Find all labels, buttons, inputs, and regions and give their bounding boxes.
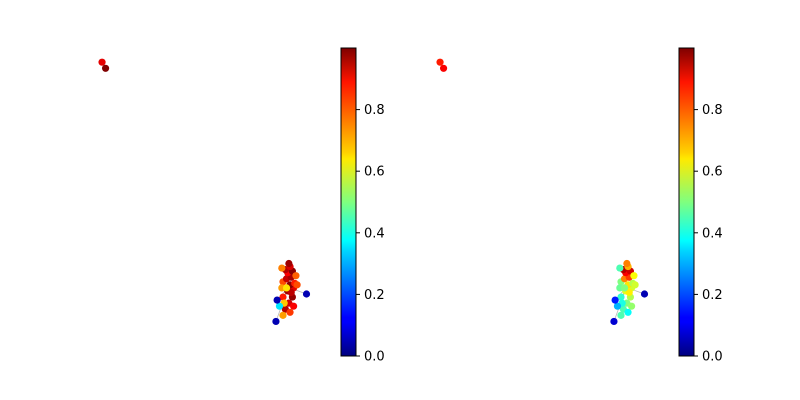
right-scatter-point — [640, 290, 649, 298]
right-scatter-point — [624, 308, 632, 316]
right-scatter-point — [627, 302, 636, 310]
left-colorbar-tick-label: 0.4 — [364, 226, 385, 241]
left-colorbar-tick-label: 0.6 — [364, 165, 385, 180]
left-scatter-point — [289, 302, 298, 310]
left-scatter-point — [273, 296, 281, 304]
left-scatter-point — [285, 259, 293, 268]
left-colorbar-tick-label: 0.2 — [364, 288, 385, 303]
left-scatter-point — [302, 290, 311, 298]
right-colorbar-gradient — [679, 48, 694, 356]
right-colorbar-tick-label: 0.2 — [702, 288, 723, 303]
right-plot-area — [436, 58, 649, 326]
left-scatter-point — [279, 311, 287, 319]
left-colorbar-gradient — [341, 48, 356, 356]
left-scatter-point — [287, 288, 295, 297]
right-scatter-point — [625, 288, 633, 297]
right-scatter-point — [630, 272, 638, 280]
right-scatter-point — [616, 264, 624, 272]
left-scatter-point — [98, 58, 106, 66]
left-scatter-point — [278, 264, 286, 272]
right-scatter-point — [613, 302, 622, 310]
left-colorbar-frame — [340, 47, 357, 357]
left-panel: 0.0 0.2 0.4 0.6 0.8 — [98, 47, 385, 365]
left-scatter-point — [282, 284, 291, 292]
right-scatter-point — [436, 58, 444, 66]
left-scatter-point — [286, 308, 294, 316]
left-scatter-point — [293, 281, 301, 289]
right-scatter-point — [611, 296, 619, 304]
left-colorbar-tick-label: 0.8 — [364, 103, 385, 118]
left-colorbar: 0.0 0.2 0.4 0.6 0.8 — [340, 47, 385, 365]
right-colorbar-tick-label: 0.8 — [702, 103, 723, 118]
right-scatter-point — [617, 311, 625, 319]
right-colorbar-tick-label: 0.6 — [702, 165, 723, 180]
left-colorbar-tick-label: 0.0 — [364, 350, 385, 365]
right-scatter-point — [620, 284, 629, 292]
right-colorbar-tick-label: 0.0 — [702, 350, 723, 365]
left-scatter-point — [279, 293, 287, 301]
right-scatter-point — [610, 317, 618, 326]
right-scatter-point — [439, 64, 448, 72]
right-colorbar-tick-label: 0.4 — [702, 226, 723, 241]
right-colorbar-frame — [678, 47, 695, 357]
right-scatter-point — [631, 281, 639, 289]
left-scatter-point — [272, 317, 280, 326]
right-scatter-point — [623, 259, 631, 268]
left-scatter-point — [275, 302, 284, 310]
right-colorbar: 0.0 0.2 0.4 0.6 0.8 — [678, 47, 723, 365]
right-panel: 0.0 0.2 0.4 0.6 0.8 — [436, 47, 723, 365]
left-scatter-point — [101, 64, 110, 72]
left-plot-area — [98, 58, 311, 326]
right-scatter-point — [617, 293, 625, 301]
left-scatter-point — [292, 272, 300, 280]
